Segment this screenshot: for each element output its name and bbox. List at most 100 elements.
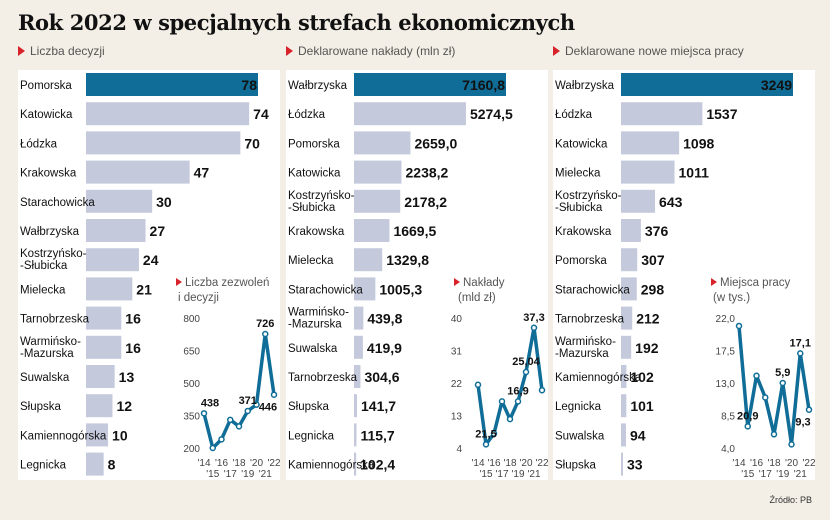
value-label-0: 7160,8 [462,77,505,93]
value-label-4: 30 [156,194,172,210]
bar-10 [86,365,115,388]
bar-13 [86,452,104,476]
category-label-0: Pomorska [20,80,72,92]
bar-10 [621,365,627,388]
category-label-3: Krakowska [20,168,77,180]
value-label-11: 141,7 [361,398,396,414]
value-label-3: 1011 [679,165,710,181]
x-tick-4: '18 [232,458,245,469]
value-label-13: 33 [627,457,643,473]
subtitle-jobs: Deklarowane nowe miejsca pracy [553,44,744,58]
bar-0 [86,73,258,96]
data-point-3 [227,416,234,424]
x-tick-8: '22 [267,458,280,469]
y-tick-0: 22,0 [716,314,736,325]
category-label-6: Pomorska [555,255,607,267]
data-label-1: 371 [239,395,257,407]
value-label-5: 27 [150,223,166,239]
bar-11 [86,394,113,418]
line-title-line2: (w tys.) [713,292,750,304]
x-tick-4: '18 [767,458,780,469]
category-label-2: Łódzka [20,138,58,150]
data-label-1: 5,9 [775,367,790,379]
y-tick-3: 8,5 [721,412,735,423]
data-label-0: 21,5 [475,428,496,440]
y-tick-2: 22 [451,379,463,390]
bar-7 [354,277,376,301]
value-label-8: 212 [636,311,660,327]
x-tick-6: '20 [785,458,798,469]
data-label-3: 37,3 [523,312,544,324]
x-tick-0: '14 [732,458,745,469]
data-point-7 [262,330,269,338]
x-tick-2: '16 [215,458,228,469]
bar-1 [86,102,250,126]
x-tick-7: '21 [527,469,540,480]
bar-5 [86,219,146,242]
value-label-8: 16 [125,311,141,327]
x-tick-1: '15 [206,469,219,480]
category-label-6: Kostrzyńsko- [20,248,87,260]
data-point-2 [218,436,225,443]
bar-6 [621,248,638,272]
bar-1 [354,102,466,126]
triangle-icon [18,46,25,56]
data-point-8 [270,391,278,398]
x-tick-7: '21 [259,469,272,480]
y-tick-1: 31 [451,347,463,358]
category-label-8-line2: -Mazurska [288,319,342,331]
data-point-8 [538,386,546,394]
bar-3 [86,160,190,184]
x-tick-8: '22 [802,458,815,469]
category-label-10: Tarnobrzeska [288,372,358,384]
triangle-icon [553,46,560,56]
category-label-4: Starachowicka [20,197,95,209]
category-label-10: Kamiennogórska [555,372,642,384]
data-point-0 [474,381,482,389]
bar-6 [86,248,139,272]
bar-4 [86,189,153,213]
page-title: Rok 2022 w specjalnych strefach ekonomic… [18,10,575,35]
data-point-2 [490,430,498,437]
bar-10 [354,365,361,388]
x-tick-3: '17 [495,469,508,480]
category-label-8: Warmińsko- [288,307,349,319]
value-label-10: 13 [119,369,135,385]
bar-chart-jobs: Wałbrzyska 3249 Łódzka 1537 Katowicka 1098 Mie… [555,73,815,480]
x-tick-5: '19 [511,469,524,480]
data-point-3 [762,394,769,401]
value-label-12: 10 [112,427,128,443]
bar-12 [621,423,626,447]
y-tick-0: 40 [451,314,463,325]
value-label-3: 2238,2 [406,165,449,181]
data-point-0 [200,410,208,417]
value-label-9: 192 [635,340,659,356]
line-title-line2: i decyzji [178,292,219,304]
data-point-4 [506,415,514,423]
category-label-0: Wałbrzyska [555,80,615,92]
data-label-2: 726 [256,318,274,330]
line-title: Liczba zezwoleń [185,277,269,289]
bar-3 [621,160,675,184]
source-note: Źródło: PB [769,495,812,505]
value-label-12: 115,7 [360,427,394,443]
x-tick-4: '18 [503,458,516,469]
line-title: Nakłady [463,277,505,289]
x-tick-2: '16 [487,458,500,469]
category-label-4-line2: -Słubicka [555,202,603,214]
value-label-1: 1537 [706,106,737,122]
category-label-9: Warmińsko- [555,336,616,348]
category-label-2: Katowicka [555,138,608,150]
bar-3 [354,160,402,184]
category-label-9-line2: -Mazurska [20,348,74,360]
data-point-4 [770,431,778,438]
x-tick-6: '20 [250,458,263,469]
value-label-6: 24 [143,252,159,268]
category-label-8: Tarnobrzeska [555,314,625,326]
bar-0 [621,73,793,96]
category-label-12: Kamiennogórska [20,430,107,442]
value-label-11: 12 [116,398,132,414]
category-label-10: Suwalska [20,372,70,384]
bar-9 [86,335,122,359]
category-label-13: Legnicka [20,460,67,472]
